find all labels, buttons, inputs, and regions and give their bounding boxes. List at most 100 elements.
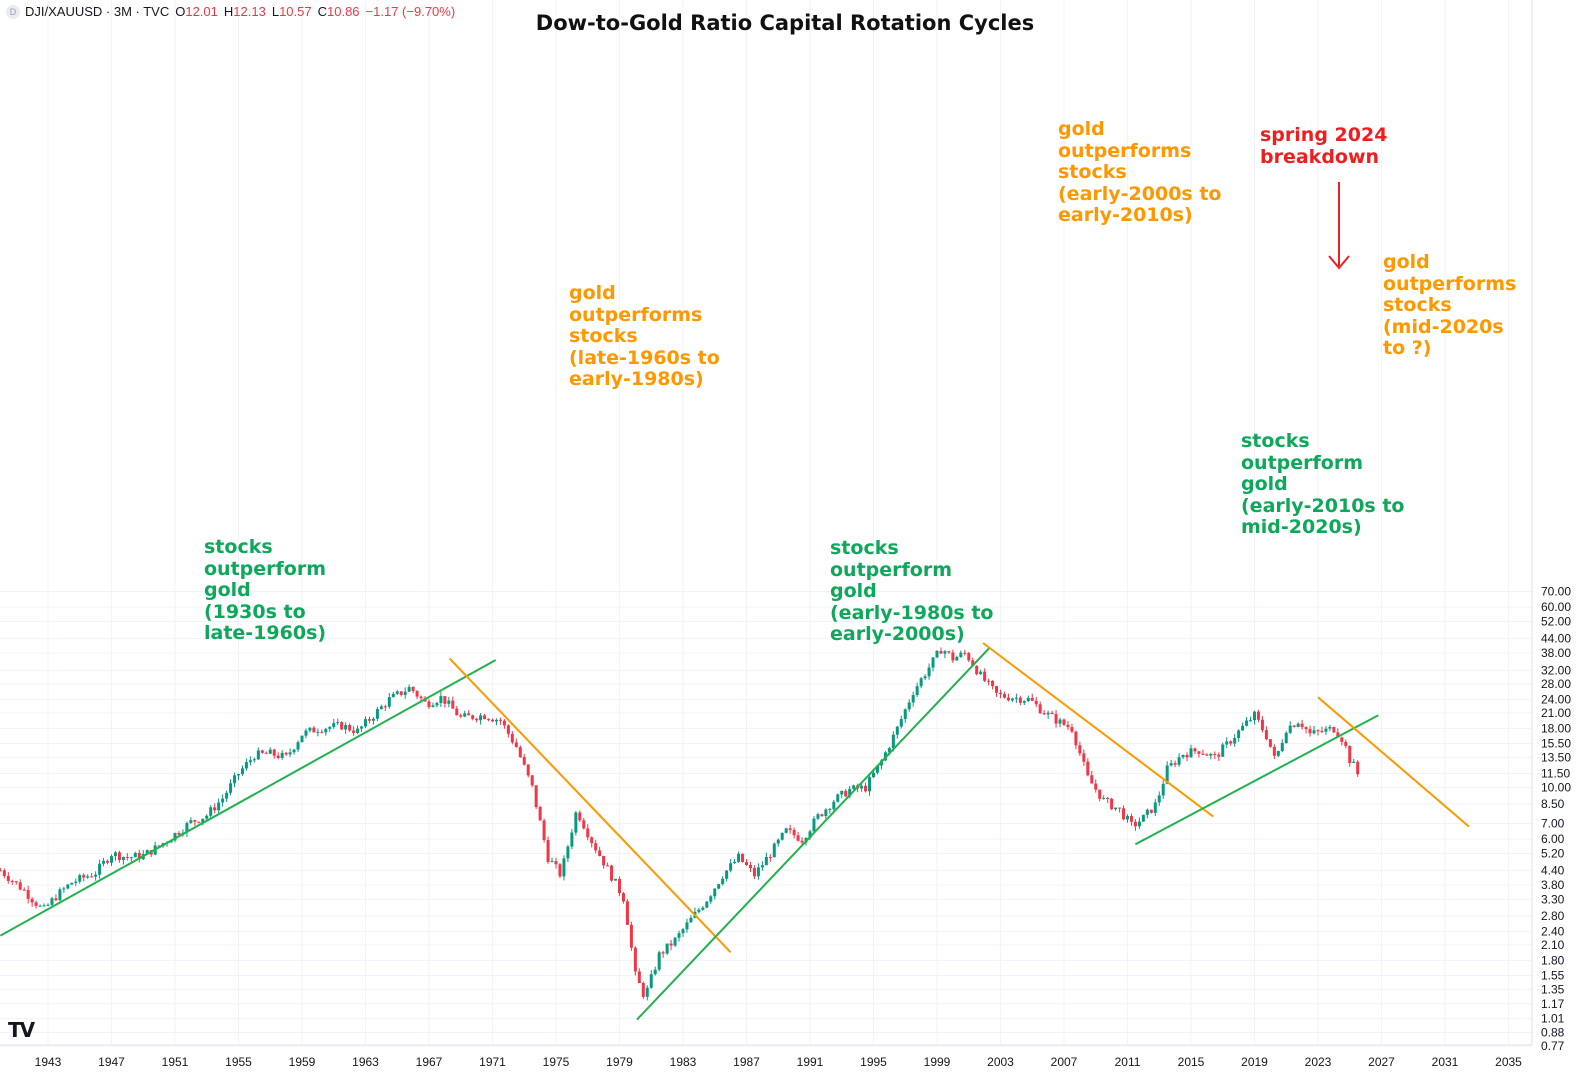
candle-body bbox=[1141, 814, 1145, 822]
candle-body bbox=[1102, 798, 1106, 800]
candle-body bbox=[1264, 730, 1268, 740]
candle-body bbox=[963, 652, 967, 654]
candle-body bbox=[530, 775, 534, 786]
symbol-label[interactable]: DJI/XAUUSD · 3M · TVC bbox=[25, 4, 170, 19]
candle-body bbox=[336, 722, 340, 724]
candle-body bbox=[137, 852, 141, 860]
x-tick-label: 1991 bbox=[797, 1055, 824, 1069]
candle-body bbox=[1213, 753, 1217, 755]
uptrend-trendline[interactable] bbox=[1134, 714, 1379, 846]
candle-body bbox=[752, 868, 756, 877]
candle-body bbox=[62, 888, 66, 890]
candle-body bbox=[633, 947, 637, 972]
candle-body bbox=[887, 748, 891, 753]
y-tick-label: 24.00 bbox=[1541, 692, 1571, 706]
candle-body bbox=[383, 706, 387, 708]
candle-body bbox=[1256, 711, 1260, 720]
x-tick-label: 1983 bbox=[670, 1055, 697, 1069]
candle-body bbox=[1042, 713, 1046, 715]
candle-body bbox=[808, 831, 812, 839]
candle-body bbox=[102, 860, 106, 864]
x-tick-label: 2003 bbox=[987, 1055, 1014, 1069]
candle-body bbox=[113, 852, 117, 857]
candle-body bbox=[717, 884, 721, 889]
annotation-stocks-1930s-1960s: stocks outperform gold (1930s to late-19… bbox=[204, 536, 327, 644]
downtrend-trendline[interactable] bbox=[448, 657, 732, 954]
downtrend-trendline[interactable] bbox=[982, 642, 1214, 818]
candle-body bbox=[328, 727, 332, 729]
candle-body bbox=[284, 752, 288, 755]
candle-body bbox=[463, 713, 467, 717]
candle-body bbox=[30, 898, 34, 903]
candle-body bbox=[578, 812, 582, 821]
y-tick-label: 60.00 bbox=[1541, 600, 1571, 614]
candle-body bbox=[1118, 807, 1122, 809]
candle-body bbox=[213, 807, 217, 811]
candle-body bbox=[494, 719, 498, 722]
candle-body bbox=[1205, 754, 1209, 756]
candle-body bbox=[387, 697, 391, 707]
candle-body bbox=[1050, 712, 1054, 715]
candle-body bbox=[538, 807, 542, 821]
candle-body bbox=[1034, 700, 1038, 705]
candle-body bbox=[272, 749, 276, 756]
candle-body bbox=[891, 734, 895, 749]
candle-body bbox=[590, 837, 594, 844]
candle-body bbox=[14, 881, 18, 883]
candle-body bbox=[562, 858, 566, 877]
tradingview-logo[interactable]: TV bbox=[8, 1018, 35, 1042]
candle-body bbox=[1332, 727, 1336, 733]
candle-body bbox=[1312, 730, 1316, 734]
candle-body bbox=[979, 671, 983, 675]
candle-body bbox=[657, 952, 661, 970]
candle-body bbox=[1296, 723, 1300, 727]
candle-body bbox=[649, 974, 653, 988]
candle-body bbox=[701, 907, 705, 910]
candle-body bbox=[606, 865, 610, 867]
candle-body bbox=[58, 889, 62, 901]
candle-body bbox=[796, 835, 800, 841]
candle-body bbox=[407, 686, 411, 692]
candle-body bbox=[1026, 697, 1030, 702]
candle-body bbox=[1193, 748, 1197, 752]
candle-body bbox=[610, 865, 614, 881]
downtrend-trendline[interactable] bbox=[1317, 696, 1470, 828]
x-axis[interactable]: 1943 1947 1951 1955 1959 1963 1967 1971 1975 1979… bbox=[35, 1055, 1523, 1069]
candle-body bbox=[54, 898, 58, 901]
candle-body bbox=[316, 731, 320, 733]
candle-body bbox=[709, 896, 713, 902]
candle-body bbox=[74, 881, 78, 883]
y-tick-label: 38.00 bbox=[1541, 646, 1571, 660]
candle-body bbox=[352, 730, 356, 733]
candle-body bbox=[209, 807, 213, 816]
symbol-logo-icon: D bbox=[6, 4, 20, 19]
uptrend-trendline[interactable] bbox=[636, 647, 991, 1021]
candle-body bbox=[1070, 727, 1074, 732]
candle-body bbox=[1292, 725, 1296, 727]
candle-body bbox=[1078, 745, 1082, 754]
candle-body bbox=[1014, 697, 1018, 699]
candle-body bbox=[1098, 789, 1102, 799]
y-tick-label: 13.50 bbox=[1541, 750, 1571, 764]
candle-body bbox=[729, 863, 733, 871]
y-tick-label: 1.01 bbox=[1541, 1012, 1565, 1026]
candle-body bbox=[1066, 724, 1070, 728]
candle-body bbox=[248, 760, 252, 763]
candle-body bbox=[320, 731, 324, 733]
candle-body bbox=[665, 943, 669, 954]
uptrend-trendline[interactable] bbox=[0, 659, 497, 937]
chart-grid bbox=[0, 0, 1532, 1047]
candle-body bbox=[1106, 798, 1110, 800]
candle-body bbox=[439, 696, 443, 704]
candle-body bbox=[1018, 697, 1022, 703]
candle-body bbox=[344, 725, 348, 730]
x-tick-label: 1999 bbox=[924, 1055, 951, 1069]
y-tick-label: 5.20 bbox=[1541, 846, 1565, 860]
candle-body bbox=[1209, 753, 1213, 756]
y-tick-label: 7.00 bbox=[1541, 817, 1565, 831]
close-label: C bbox=[317, 4, 327, 19]
candle-body bbox=[1237, 730, 1241, 739]
